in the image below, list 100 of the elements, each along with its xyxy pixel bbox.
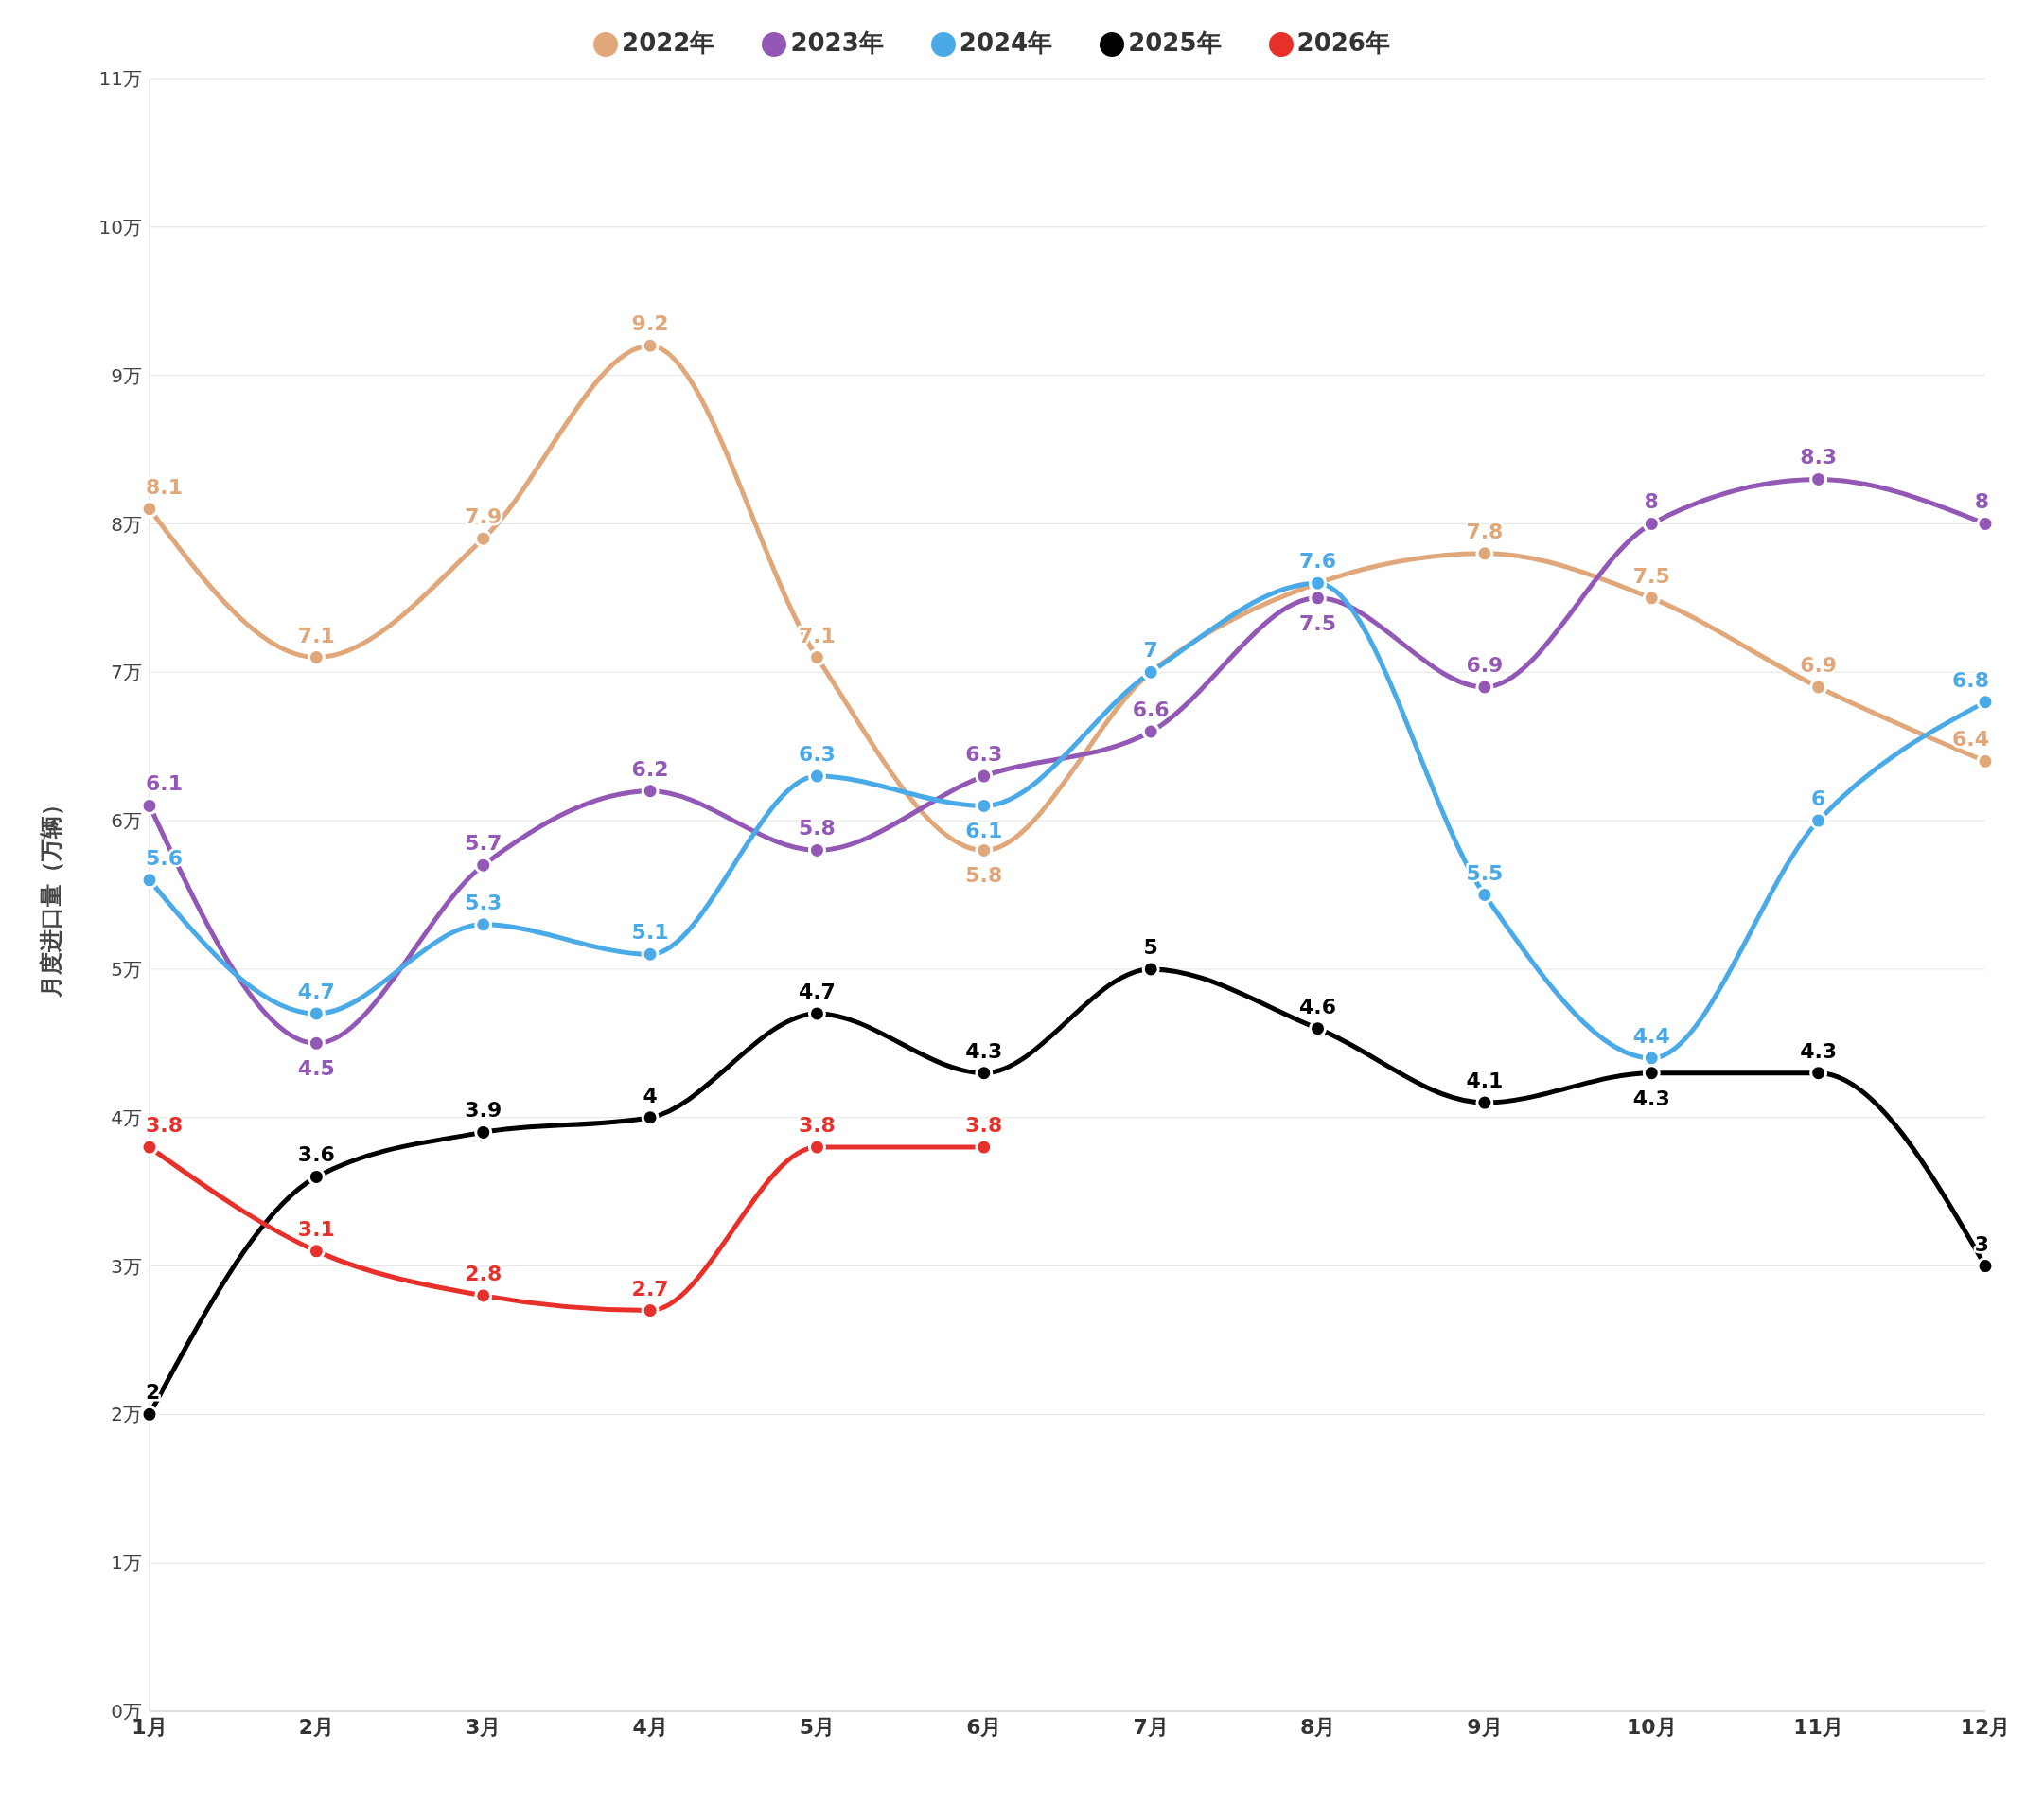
data-label: 9.2: [631, 311, 669, 336]
point: [474, 529, 493, 548]
legend-label: 2024年: [959, 28, 1053, 57]
point: [140, 1138, 159, 1157]
y-tick-label: 1万: [111, 1551, 142, 1575]
point: [307, 1004, 326, 1023]
data-label: 4: [643, 1083, 658, 1107]
data-label: 6.3: [798, 742, 836, 767]
point: [1141, 960, 1160, 979]
data-label: 8: [1644, 489, 1659, 514]
data-label: 4.4: [1632, 1024, 1670, 1048]
y-tick-label: 2万: [111, 1403, 142, 1426]
data-label: 5.8: [965, 863, 1003, 888]
point: [140, 1405, 159, 1424]
x-tick-label: 4月: [632, 1714, 668, 1739]
point: [474, 1286, 493, 1305]
point: [1642, 589, 1661, 608]
point: [1642, 1049, 1661, 1068]
data-label: 8.1: [146, 474, 183, 499]
data-label: 3.8: [146, 1113, 183, 1138]
point: [641, 336, 660, 355]
data-label: 7.5: [1299, 610, 1337, 635]
x-tick-label: 9月: [1467, 1714, 1503, 1739]
x-tick-label: 5月: [799, 1714, 836, 1739]
data-label: 3.8: [798, 1113, 836, 1138]
point: [807, 1138, 826, 1157]
data-label: 3.6: [297, 1142, 335, 1167]
y-tick-label: 6万: [111, 809, 142, 833]
data-label: 4.6: [1299, 994, 1337, 1018]
data-label: 2: [146, 1380, 161, 1405]
x-tick-label: 11月: [1793, 1714, 1843, 1739]
data-label: 8: [1974, 489, 1989, 514]
legend-label: 2025年: [1128, 28, 1222, 57]
point: [1475, 544, 1494, 563]
point: [1976, 752, 1995, 770]
data-label: 7.5: [1632, 563, 1670, 588]
point: [975, 1064, 994, 1083]
point: [1141, 722, 1160, 741]
point: [807, 648, 826, 667]
point: [140, 796, 159, 815]
data-label: 6.3: [965, 742, 1003, 767]
data-label: 4.7: [297, 979, 335, 1003]
data-label: 4.7: [798, 979, 836, 1003]
y-tick-label: 4万: [111, 1105, 142, 1129]
y-tick-label: 3万: [111, 1254, 142, 1278]
data-label: 7.8: [1466, 519, 1504, 543]
data-label: 7.9: [465, 504, 502, 529]
legend-label: 2022年: [622, 28, 715, 57]
data-label: 5.1: [631, 920, 669, 945]
data-label: 7.6: [1299, 549, 1337, 574]
point: [1475, 678, 1494, 697]
point: [307, 1034, 326, 1052]
data-label: 4.5: [297, 1056, 335, 1081]
data-label: 7: [1143, 638, 1158, 663]
point: [1809, 678, 1828, 697]
data-label: 3.1: [297, 1216, 335, 1241]
point: [807, 1004, 826, 1023]
x-tick-label: 6月: [966, 1714, 1002, 1739]
point: [1642, 1064, 1661, 1083]
data-label: 5.3: [465, 890, 502, 914]
x-tick-label: 12月: [1960, 1714, 2011, 1739]
point: [1809, 811, 1828, 830]
point: [1309, 1019, 1328, 1038]
data-label: 5.8: [798, 816, 836, 840]
data-label: 5.7: [465, 831, 502, 856]
x-tick-label: 8月: [1299, 1714, 1336, 1739]
data-label: 2.8: [465, 1261, 502, 1285]
data-label: 6.9: [1800, 652, 1838, 677]
x-tick-label: 7月: [1133, 1714, 1169, 1739]
legend-label: 2026年: [1296, 28, 1390, 57]
point: [641, 1108, 660, 1127]
data-label: 3.9: [465, 1098, 502, 1123]
data-label: 7.1: [297, 623, 335, 647]
data-label: 4.3: [1632, 1086, 1670, 1110]
point: [474, 915, 493, 934]
y-axis-title: 月度进口量（万辆）: [37, 792, 64, 999]
data-label: 6.2: [631, 756, 669, 781]
data-label: 6.9: [1466, 652, 1504, 677]
data-label: 4.1: [1466, 1069, 1504, 1093]
point: [1475, 1093, 1494, 1112]
point: [140, 500, 159, 519]
point: [140, 871, 159, 890]
y-tick-label: 9万: [111, 363, 142, 387]
data-label: 6.4: [1952, 727, 1989, 752]
point: [641, 945, 660, 964]
data-label: 6.6: [1132, 698, 1170, 721]
x-tick-label: 2月: [298, 1714, 335, 1739]
point: [1976, 693, 1995, 712]
point: [474, 856, 493, 875]
data-label: 6.1: [965, 819, 1003, 843]
point: [307, 1242, 326, 1261]
point: [1309, 589, 1328, 608]
y-tick-label: 5万: [111, 958, 142, 982]
point: [975, 767, 994, 786]
data-label: 3: [1974, 1231, 1989, 1256]
point: [641, 782, 660, 801]
data-label: 4.3: [965, 1038, 1003, 1063]
y-tick-label: 7万: [111, 661, 142, 684]
legend-label: 2023年: [790, 28, 884, 57]
data-label: 5: [1143, 934, 1158, 959]
